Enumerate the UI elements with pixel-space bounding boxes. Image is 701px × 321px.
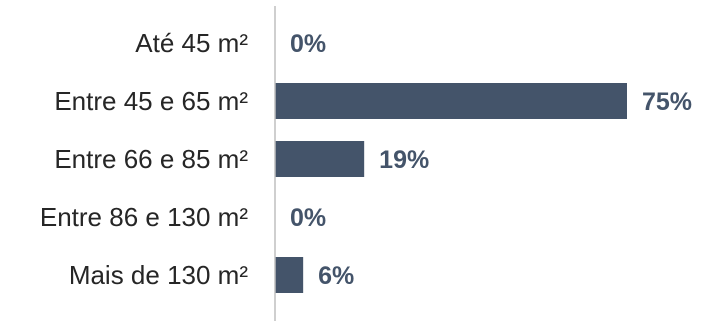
- category-label: Mais de 130 m²: [69, 260, 249, 290]
- category-label: Entre 45 e 65 m²: [54, 86, 248, 116]
- value-label: 19%: [379, 146, 429, 174]
- category-label: Até 45 m²: [135, 28, 248, 58]
- bar: [275, 141, 365, 177]
- category-label: Entre 66 e 85 m²: [54, 144, 248, 174]
- value-label: 75%: [642, 88, 692, 116]
- value-label: 0%: [290, 204, 326, 232]
- category-labels: Até 45 m² Entre 45 e 65 m² Entre 66 e 85 m…: [40, 28, 248, 290]
- value-labels: 0% 75% 19% 0% 6%: [290, 30, 692, 290]
- value-label: 0%: [290, 30, 326, 58]
- category-label: Entre 86 e 130 m²: [40, 202, 248, 232]
- bar: [275, 257, 304, 293]
- bar: [275, 83, 627, 119]
- bars: [275, 83, 627, 293]
- value-label: 6%: [318, 262, 354, 290]
